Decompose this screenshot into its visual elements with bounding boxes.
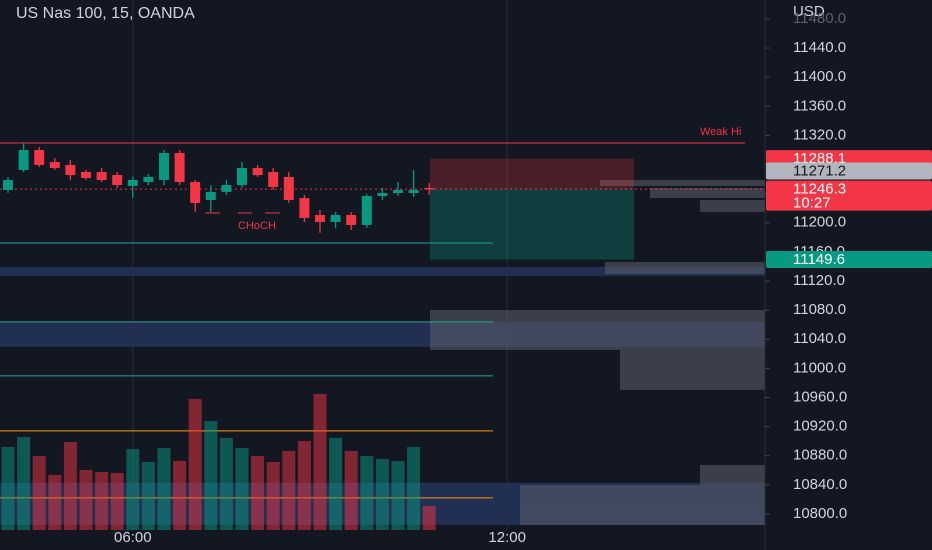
price-label <box>766 180 932 211</box>
y-tick-label: 11040.0 <box>793 330 846 347</box>
y-tick-label: 11080.0 <box>793 301 846 318</box>
volume-bar <box>17 437 31 530</box>
chart-title: US Nas 100, 15, OANDA <box>16 5 195 22</box>
volume-bar <box>282 451 296 530</box>
volume-bar <box>391 461 405 530</box>
volume-bar <box>235 448 249 530</box>
volume-bar <box>188 399 202 530</box>
profile-bar <box>700 200 765 212</box>
candle-body <box>96 172 107 180</box>
position-target <box>430 189 634 260</box>
countdown: 10:27 <box>793 195 831 212</box>
volume-bar <box>407 447 421 530</box>
candle-body <box>3 179 13 191</box>
candle-body <box>393 190 403 193</box>
y-tick-label: 10840.0 <box>793 476 847 493</box>
price-label-text: 11149.6 <box>793 251 845 268</box>
volume-bar <box>173 461 187 530</box>
volume-bar <box>204 421 218 530</box>
volume-bar <box>157 448 171 530</box>
candle-body <box>283 176 294 200</box>
candle-body <box>112 175 123 185</box>
volume-bar <box>329 438 343 530</box>
candle-body <box>190 182 201 203</box>
volume-bar <box>375 459 389 530</box>
candle-body <box>159 153 169 180</box>
volume-bar <box>32 456 46 530</box>
profile-bar <box>520 485 765 525</box>
y-tick-label: 11120.0 <box>793 272 845 289</box>
price-label-text: 11271.2 <box>793 162 846 179</box>
volume-bar <box>313 394 327 530</box>
volume-bar <box>1 447 15 530</box>
x-tick-label: 12:00 <box>488 529 526 546</box>
y-tick-label: 11200.0 <box>793 214 846 231</box>
candle-body <box>377 192 388 196</box>
candle-body <box>330 214 341 222</box>
candle-body <box>268 172 279 187</box>
volume-bar <box>422 506 436 530</box>
candle-body <box>49 161 60 169</box>
volume-bar <box>126 449 140 530</box>
volume-bar <box>344 451 358 530</box>
volume-bar <box>141 462 155 530</box>
candle-body <box>361 195 372 225</box>
candle-body <box>252 168 263 176</box>
y-tick-label: 10880.0 <box>793 447 847 464</box>
y-tick-label: 10920.0 <box>793 418 847 435</box>
volume-bar <box>297 441 311 530</box>
y-tick-label: 11000.0 <box>793 359 846 376</box>
volume-bar <box>48 475 62 530</box>
candle-body <box>34 149 45 165</box>
candle-body <box>237 168 247 185</box>
profile-bar <box>430 310 765 350</box>
profile-bar <box>620 350 765 390</box>
position-stop <box>430 158 634 190</box>
candle-body <box>408 190 419 193</box>
y-tick-label: 11400.0 <box>793 68 846 85</box>
volume-profile <box>430 180 765 525</box>
candle-body <box>346 214 357 225</box>
y-tick-label: 11360.0 <box>793 97 846 114</box>
y-tick-label: 10800.0 <box>793 505 847 522</box>
volume-bar <box>110 473 124 530</box>
zone <box>0 266 765 276</box>
volume-bar <box>251 456 265 530</box>
candle-body <box>65 164 76 176</box>
y-tick-label: 11440.0 <box>793 39 846 56</box>
y-tick-label: 11320.0 <box>793 126 846 143</box>
volume-bar <box>63 442 77 530</box>
currency: USD <box>793 3 825 20</box>
candle-body <box>424 187 435 190</box>
volume-bar <box>360 456 374 530</box>
candle-body <box>299 198 310 218</box>
price-axis <box>766 0 932 550</box>
x-tick-label: 06:00 <box>114 529 152 546</box>
profile-bar <box>700 465 765 485</box>
candle-body <box>174 153 185 183</box>
profile-bar <box>605 262 765 274</box>
candle-body <box>205 191 216 200</box>
candle-body <box>18 149 29 170</box>
candle-body <box>221 184 232 192</box>
annotation: Weak Hi <box>700 126 741 138</box>
volume-bar <box>95 472 109 530</box>
volume-bar <box>266 462 280 530</box>
profile-bar <box>600 180 765 186</box>
volume-bar <box>219 438 233 530</box>
annotation: CHoCH <box>238 220 276 232</box>
candle-body <box>315 214 325 222</box>
volume-bar <box>79 470 93 530</box>
candle-body <box>81 172 91 179</box>
y-tick-label: 10960.0 <box>793 388 847 405</box>
profile-bar <box>650 188 765 198</box>
price-label <box>766 250 932 268</box>
y-tick-label: 11480.0 <box>793 10 846 27</box>
price-label-text: 11246.3 <box>793 181 846 198</box>
price-label <box>766 162 932 180</box>
candle-body <box>127 179 138 187</box>
candle-body <box>143 176 154 183</box>
